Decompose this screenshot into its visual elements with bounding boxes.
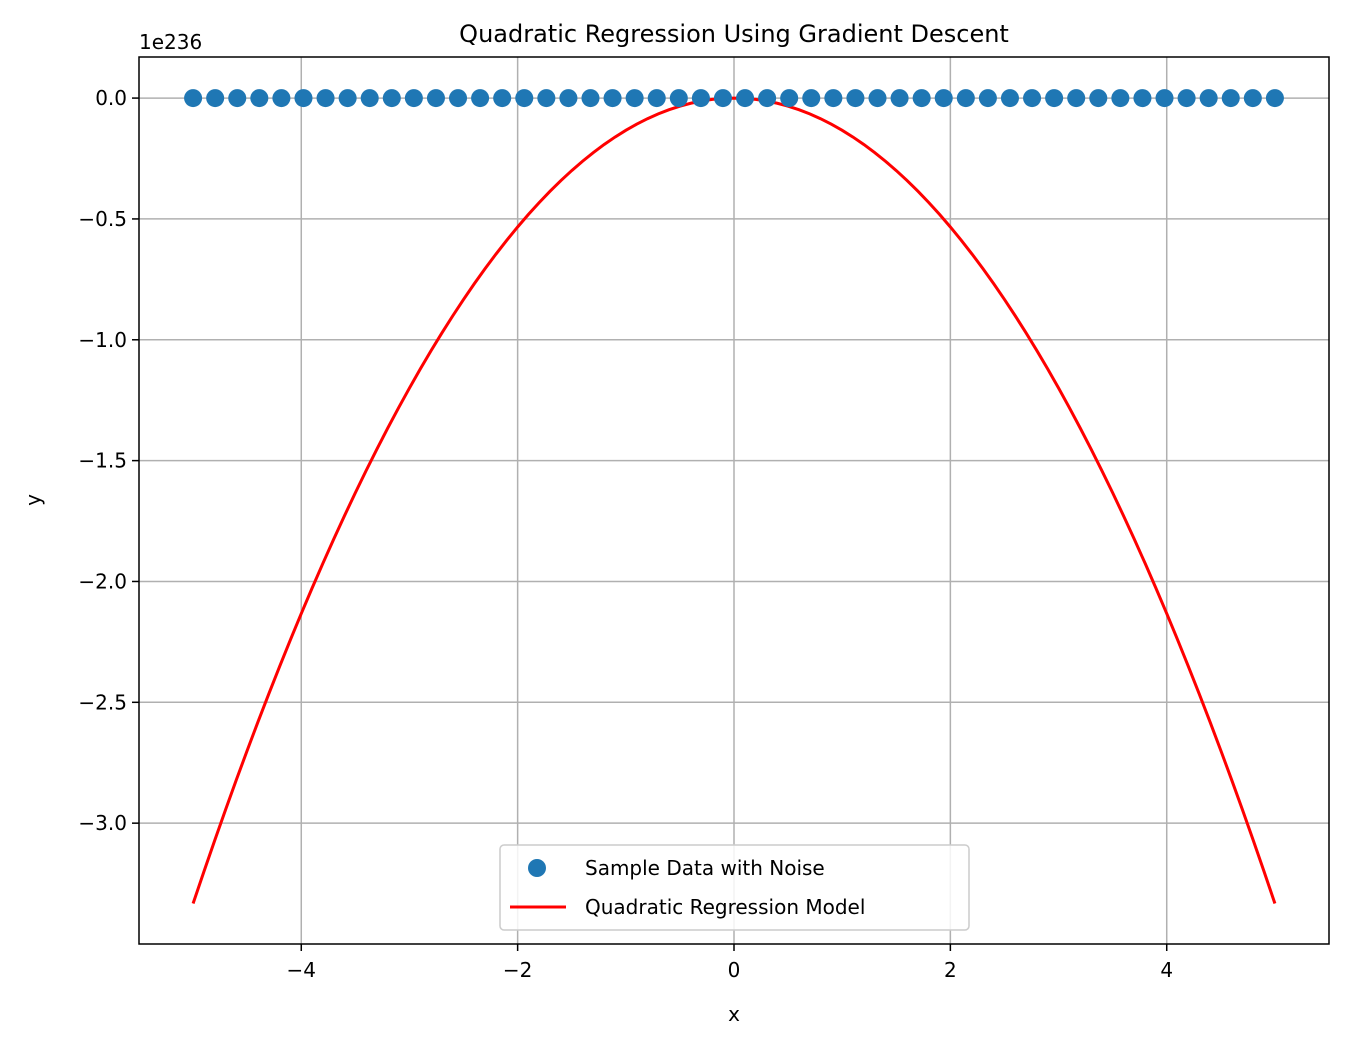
y-tick-label: 0.0 — [95, 86, 127, 110]
data-point — [691, 89, 710, 108]
data-point — [1000, 89, 1019, 108]
data-point — [426, 89, 445, 108]
data-point — [758, 89, 777, 108]
data-point — [1133, 89, 1152, 108]
data-point — [802, 89, 821, 108]
data-point — [316, 89, 335, 108]
plot-area — [184, 89, 1284, 905]
data-point — [184, 89, 203, 108]
grid — [139, 57, 1329, 944]
data-point — [471, 89, 490, 108]
legend-label-regression-model: Quadratic Regression Model — [585, 895, 865, 919]
data-point — [736, 89, 755, 108]
y-tick-label: −3.0 — [78, 811, 127, 835]
y-tick-label: −0.5 — [78, 207, 127, 231]
axis-ticks: −4 −2 0 2 4 0.0 −0.5 −1.0 −1.5 −2.0 −2.5 −3.0 — [78, 86, 1173, 982]
y-axis-label: y — [21, 494, 45, 506]
x-tick-label: −2 — [503, 958, 532, 982]
data-point — [912, 89, 931, 108]
data-point — [824, 89, 843, 108]
data-point — [228, 89, 247, 108]
data-point — [338, 89, 357, 108]
data-point — [1067, 89, 1086, 108]
x-tick-label: 2 — [944, 958, 957, 982]
data-point — [868, 89, 887, 108]
data-point — [1089, 89, 1108, 108]
data-point — [647, 89, 666, 108]
data-point — [669, 89, 688, 108]
legend-box — [499, 844, 970, 931]
y-tick-label: −2.5 — [78, 690, 127, 714]
data-point — [846, 89, 865, 108]
data-point — [956, 89, 975, 108]
data-point — [537, 89, 556, 108]
data-point — [250, 89, 269, 108]
data-point — [1177, 89, 1196, 108]
data-point — [1155, 89, 1174, 108]
y-tick-label: −2.0 — [78, 569, 127, 593]
x-tick-label: −4 — [287, 958, 316, 982]
data-point — [449, 89, 468, 108]
data-point — [1199, 89, 1218, 108]
data-point — [934, 89, 953, 108]
y-scale-label: 1e236 — [139, 30, 202, 54]
data-point — [1243, 89, 1262, 108]
regression-curve — [191, 96, 1277, 905]
data-point — [1111, 89, 1130, 108]
data-point — [625, 89, 644, 108]
data-point — [404, 89, 423, 108]
y-tick-label: −1.0 — [78, 328, 127, 352]
data-point — [603, 89, 622, 108]
data-point — [360, 89, 379, 108]
chart-title: Quadratic Regression Using Gradient Desc… — [459, 20, 1009, 48]
data-point — [272, 89, 291, 108]
data-point — [382, 89, 401, 108]
data-point — [713, 89, 732, 108]
legend: Sample Data with Noise Quadratic Regress… — [499, 844, 970, 931]
data-point — [1045, 89, 1064, 108]
x-tick-label: 0 — [728, 958, 741, 982]
data-point — [493, 89, 512, 108]
y-tick-label: −1.5 — [78, 449, 127, 473]
data-point — [978, 89, 997, 108]
data-point — [515, 89, 534, 108]
data-point — [1265, 89, 1284, 108]
data-point — [294, 89, 313, 108]
x-tick-label: 4 — [1160, 958, 1173, 982]
x-axis-label: x — [728, 1002, 740, 1026]
data-point — [780, 89, 799, 108]
data-point — [559, 89, 578, 108]
data-point — [1221, 89, 1240, 108]
data-point — [890, 89, 909, 108]
data-point — [1023, 89, 1042, 108]
data-point — [581, 89, 600, 108]
data-point — [206, 89, 225, 108]
legend-label-sample-data: Sample Data with Noise — [585, 856, 825, 880]
legend-scatter-marker — [528, 859, 546, 877]
